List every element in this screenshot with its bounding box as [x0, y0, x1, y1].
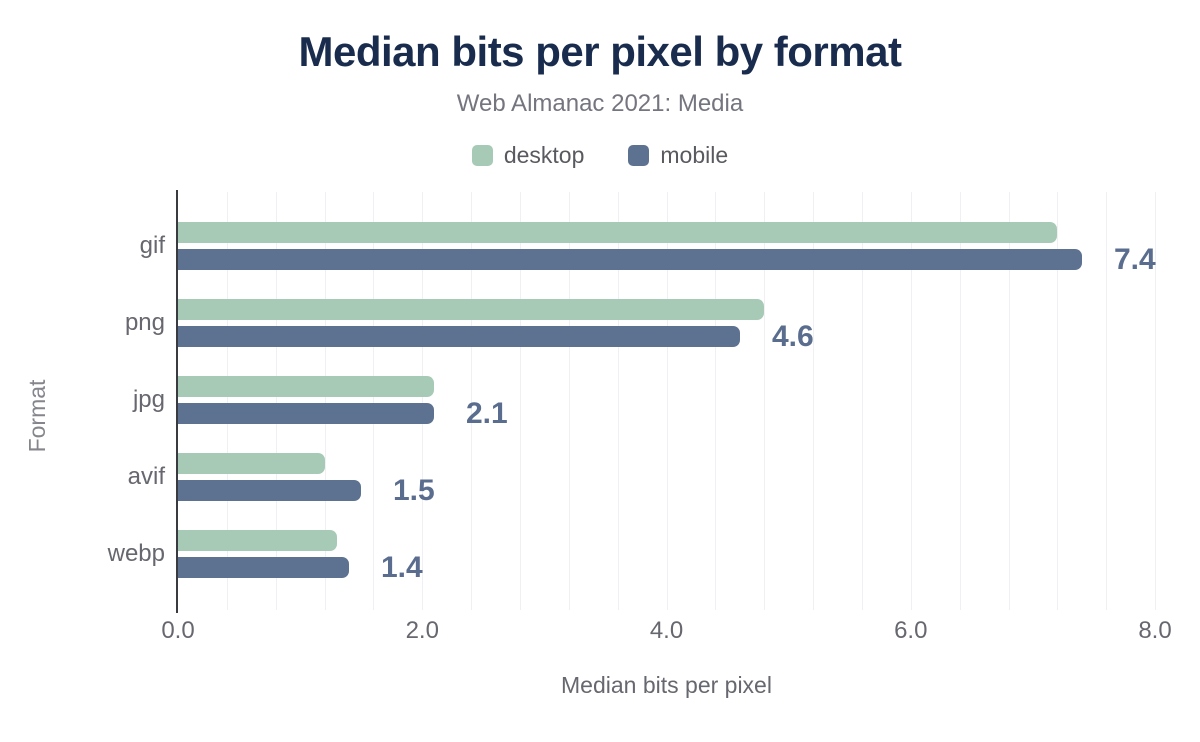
bar-mobile-png — [178, 326, 740, 347]
category-label-png: png — [124, 309, 165, 336]
gridline — [1057, 192, 1059, 610]
category-label-avif: avif — [127, 463, 165, 490]
gridline — [910, 192, 912, 610]
gridline — [1106, 192, 1108, 610]
bar-desktop-webp — [178, 530, 337, 551]
bar-mobile-webp — [178, 557, 349, 578]
x-tick-2.0: 2.0 — [405, 617, 439, 644]
gridline — [422, 192, 424, 610]
gridline — [519, 192, 521, 610]
legend-item-desktop[interactable]: desktop — [471, 142, 585, 169]
value-label-png: 4.6 — [772, 319, 814, 353]
x-tick-8.0: 8.0 — [1138, 617, 1172, 644]
bar-mobile-jpg — [178, 403, 434, 424]
legend-label-desktop: desktop — [503, 142, 585, 168]
x-tick-4.0: 4.0 — [649, 617, 684, 644]
x-tick-0.0: 0.0 — [161, 617, 195, 644]
gridline — [617, 192, 619, 610]
plot-area: 7.4 4.6 2.1 1.5 1.4 — [178, 192, 1156, 610]
gridline — [1155, 192, 1156, 610]
gridline — [715, 192, 717, 610]
bar-desktop-png — [178, 299, 764, 320]
bar-mobile-avif — [178, 480, 361, 501]
gridline — [764, 192, 766, 610]
category-label-gif: gif — [139, 232, 165, 259]
legend-swatch-desktop-icon — [471, 145, 493, 166]
gridline — [1008, 192, 1010, 610]
category-label-jpg: jpg — [132, 386, 165, 413]
value-label-webp: 1.4 — [381, 550, 423, 584]
gridline — [471, 192, 473, 610]
gridline — [959, 192, 961, 610]
legend-label-mobile: mobile — [660, 142, 729, 168]
value-label-avif: 1.5 — [393, 473, 435, 507]
y-axis-line — [176, 190, 178, 613]
legend-swatch-mobile-icon — [628, 145, 650, 166]
value-label-gif: 7.4 — [1114, 242, 1156, 276]
value-label-jpg: 2.1 — [466, 396, 508, 430]
bar-mobile-gif — [178, 249, 1082, 270]
gridline — [275, 192, 277, 610]
chart-subtitle: Web Almanac 2021: Media — [456, 90, 744, 117]
bar-desktop-avif — [178, 453, 325, 474]
bar-desktop-jpg — [178, 376, 434, 397]
gridline — [666, 192, 668, 610]
x-axis-title: Median bits per pixel — [561, 672, 772, 698]
gridline — [568, 192, 570, 610]
gridline — [861, 192, 863, 610]
legend: desktop mobile — [0, 142, 1200, 169]
category-label-webp: webp — [107, 540, 165, 567]
gridline — [324, 192, 326, 610]
legend-item-mobile[interactable]: mobile — [628, 142, 728, 169]
gridline — [226, 192, 228, 610]
x-tick-6.0: 6.0 — [894, 617, 928, 644]
chart-title: Median bits per pixel by format — [298, 28, 902, 75]
gridline — [373, 192, 375, 610]
gridline — [813, 192, 815, 610]
bar-desktop-gif — [178, 222, 1057, 243]
